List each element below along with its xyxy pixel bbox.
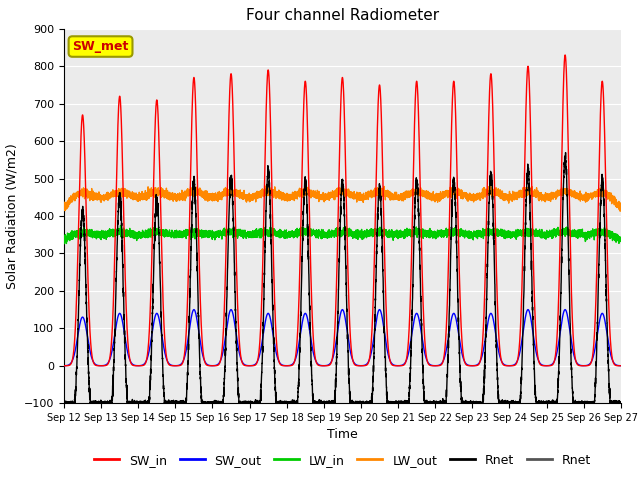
X-axis label: Time: Time bbox=[327, 429, 358, 442]
Title: Four channel Radiometer: Four channel Radiometer bbox=[246, 9, 439, 24]
Y-axis label: Solar Radiation (W/m2): Solar Radiation (W/m2) bbox=[5, 143, 19, 289]
Text: SW_met: SW_met bbox=[72, 40, 129, 53]
Legend: SW_in, SW_out, LW_in, LW_out, Rnet, Rnet: SW_in, SW_out, LW_in, LW_out, Rnet, Rnet bbox=[89, 449, 596, 472]
